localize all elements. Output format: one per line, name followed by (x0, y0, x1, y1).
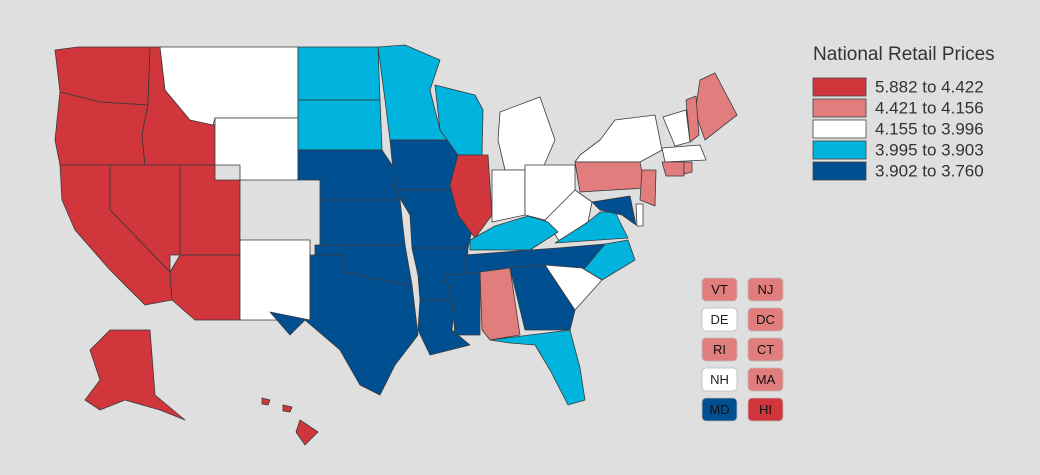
state (444, 271, 481, 336)
state-box (747, 307, 784, 332)
state (297, 46, 381, 101)
state (295, 419, 319, 446)
state-box (747, 337, 784, 362)
legend-label: 4.421 to 4.156 (875, 98, 984, 117)
legend-label: 3.995 to 3.903 (875, 140, 984, 159)
state-box-label: MA (756, 372, 776, 387)
legend-swatch (812, 140, 867, 160)
state (282, 404, 293, 413)
legend: National Retail Prices 5.882 to 4.422 4.4… (812, 44, 995, 181)
state (685, 95, 700, 143)
state (319, 199, 406, 246)
legend-label: 3.902 to 3.760 (875, 161, 984, 180)
state-box-label: DC (756, 312, 775, 327)
state-box (701, 337, 738, 362)
state (639, 169, 657, 207)
state-box-label: MD (709, 402, 729, 417)
state (661, 161, 685, 177)
state (469, 215, 559, 251)
state-box (747, 277, 784, 302)
state-box (701, 307, 738, 332)
state-box-label: DE (710, 312, 728, 327)
state (591, 195, 637, 226)
state (574, 161, 646, 193)
state-box (701, 277, 738, 302)
state (683, 161, 693, 175)
state (661, 144, 707, 163)
state (635, 203, 644, 227)
state (479, 267, 521, 341)
state (297, 99, 383, 151)
state-box-label: NJ (758, 282, 774, 297)
state (544, 189, 593, 243)
state (509, 264, 576, 331)
state-box (701, 397, 738, 422)
legend-swatch (812, 77, 867, 97)
state (491, 169, 526, 223)
state (59, 164, 173, 306)
us-map (54, 44, 738, 446)
legend-label: 4.155 to 3.996 (875, 119, 984, 138)
legend-title: National Retail Prices (813, 44, 995, 65)
state (239, 239, 311, 321)
state (544, 264, 603, 311)
state-box (747, 367, 784, 392)
legend-label: 5.882 to 4.422 (875, 77, 984, 96)
state-box (747, 397, 784, 422)
state (662, 109, 691, 147)
legend-swatch (812, 161, 867, 181)
small-state-boxes: VT NJ DE DC RI CT NH MA MD HI (701, 277, 784, 422)
state (269, 254, 419, 396)
state-box-label: HI (759, 402, 772, 417)
state-box-label: RI (713, 342, 726, 357)
legend-swatch (812, 119, 867, 139)
state-box-label: NH (710, 372, 729, 387)
state-box-label: CT (757, 342, 774, 357)
state (489, 329, 586, 406)
state (261, 397, 271, 406)
state (84, 329, 186, 421)
state-box (701, 367, 738, 392)
state-box-label: VT (711, 282, 728, 297)
legend-swatch (812, 98, 867, 118)
